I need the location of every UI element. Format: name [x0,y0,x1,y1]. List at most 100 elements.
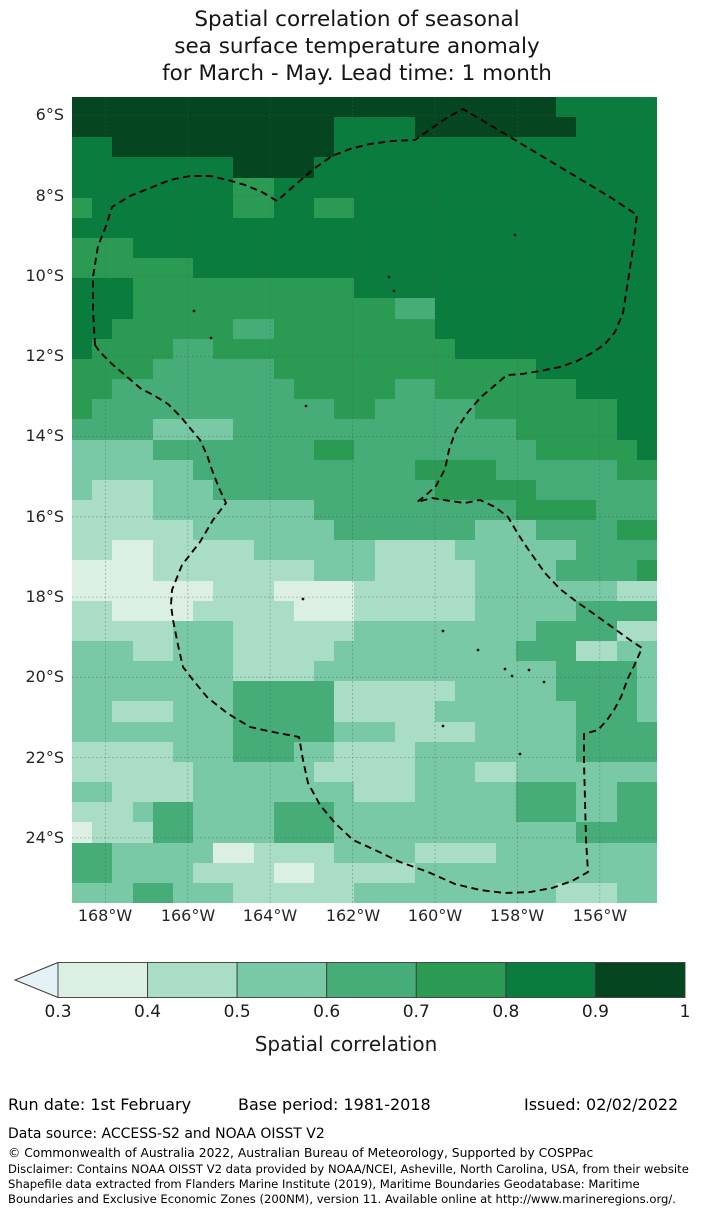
island-dot [192,309,196,313]
grid-cell [374,439,395,460]
grid-cell [233,842,254,863]
grid-cell [556,177,577,198]
grid-cell [213,157,234,178]
grid-cell [112,580,133,601]
grid-cell [374,338,395,359]
grid-cell [475,197,496,218]
grid-cell [334,701,355,722]
grid-cell [314,641,335,662]
grid-cell [293,761,315,783]
grid-cell [193,177,214,198]
grid-cell [334,560,355,581]
grid-cell [455,318,476,339]
grid-cell [112,862,133,883]
grid-cell [394,197,415,218]
grid-cell [293,318,315,339]
grid-cell [596,681,617,702]
grid-cell [394,862,415,883]
grid-cell [636,761,657,783]
grid-cell [596,479,617,500]
grid-cell [92,117,113,138]
grid-cell [213,278,234,299]
grid-cell [475,358,496,380]
grid-cell [414,822,436,843]
grid-cell [535,197,557,218]
grid-cell [253,439,274,460]
grid-cell [556,882,577,903]
grid-cell [112,701,133,722]
grid-cell [616,439,637,460]
grid-cell [213,137,234,158]
grid-cell [152,761,173,783]
lon-tick-label: 158°W [489,906,545,925]
grid-cell [576,238,597,259]
grid-cell [193,399,214,420]
grid-cell [193,882,214,903]
grid-cell [233,157,254,178]
grid-cell [152,822,173,843]
grid-cell [112,419,133,440]
grid-cell [233,782,254,803]
grid-cell [314,278,335,299]
grid-cell [636,882,657,903]
map-overlay [72,97,657,903]
grid-cell [193,278,214,299]
grid-cell [535,379,557,400]
grid-cell [72,802,93,823]
grid-cell [314,540,335,561]
grid-cell [233,882,254,903]
grid-cell [435,197,456,218]
grid-cell [515,278,536,299]
grid-cell [253,379,274,400]
grid-cell [334,419,355,440]
grid-cell [253,459,274,480]
grid-cell [334,782,355,803]
grid-cell [253,842,274,863]
grid-cell [535,499,557,521]
grid-cell [636,701,657,722]
grid-cell [596,117,617,138]
grid-cell [253,419,274,440]
grid-cell [233,701,254,722]
grid-cell [314,681,335,702]
grid-cell [213,379,234,400]
grid-cell [72,882,93,903]
grid-cell [515,882,536,903]
grid-cell [334,117,355,138]
grid-cell [556,379,577,400]
grid-cell [475,560,496,581]
grid-cell [92,580,113,601]
grid-cell [253,157,274,178]
data-source-text: Data source: ACCESS-S2 and NOAA OISST V2 [8,1126,325,1142]
colorbar-tick-label: 0.8 [492,1002,520,1022]
grid-cell [495,540,516,561]
grid-cell [253,197,274,218]
grid-cell [455,399,476,420]
grid-cell [72,721,93,742]
grid-cell [435,580,456,601]
grid-cell [354,217,375,239]
grid-cell [233,721,254,742]
grid-cell [253,97,274,118]
grid-cell [334,661,355,682]
grid-cell [152,419,173,440]
grid-cell [293,479,315,500]
grid-cell [515,620,536,642]
grid-cell [172,479,194,500]
grid-cell [334,399,355,420]
grid-cell [414,459,436,480]
grid-cell [636,439,657,460]
grid-cell [354,560,375,581]
grid-cell [152,540,173,561]
grid-cell [213,338,234,359]
grid-cell [636,399,657,420]
grid-cell [92,97,113,118]
grid-cell [535,641,557,662]
grid-cell [435,540,456,561]
grid-cell [576,620,597,642]
grid-cell [414,117,436,138]
grid-cell [596,137,617,158]
grid-cell [515,540,536,561]
grid-cell [72,298,93,319]
grid-cell [576,882,597,903]
